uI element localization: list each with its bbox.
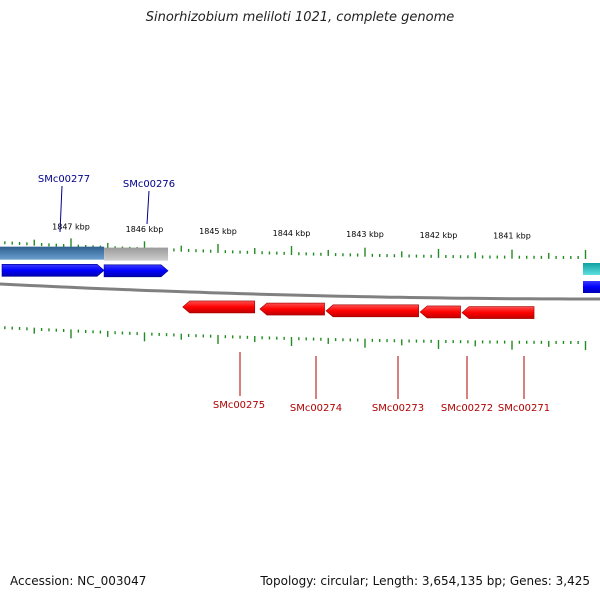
label-leaders <box>59 185 525 399</box>
tick-labels: 1847 kbp 1846 kbp 1845 kbp 1844 kbp 1843 kbp… <box>52 223 531 241</box>
ticks-bottom <box>4 326 587 350</box>
gene-arrow-smc00275[interactable] <box>182 300 256 314</box>
tick-label: 1843 kbp <box>346 230 384 239</box>
gene-label-smc00274[interactable]: SMc00274 <box>290 403 342 414</box>
highlight-bar <box>104 247 169 261</box>
tick-label: 1845 kbp <box>199 227 237 236</box>
gene-label-smc00273[interactable]: SMc00273 <box>372 403 424 414</box>
genome-title: Sinorhizobium meliloti 1021, complete ge… <box>145 10 455 25</box>
gene-label-smc00272[interactable]: SMc00272 <box>441 403 493 414</box>
gene-arrow-smc00276[interactable] <box>103 264 169 278</box>
accession-text: Accession: NC_003047 <box>10 574 147 588</box>
tick-label: 1844 kbp <box>273 229 311 238</box>
edge-feature-blue <box>583 281 600 293</box>
gene-arrow-smc00274[interactable] <box>259 302 325 316</box>
edge-features <box>583 263 600 293</box>
tick-label: 1842 kbp <box>420 231 458 240</box>
gene-labels: SMc00277 SMc00276 SMc00275 SMc00274 SMc00273… <box>38 174 550 414</box>
gene-label-smc00276[interactable]: SMc00276 <box>123 179 175 190</box>
gene-arrow-smc00277[interactable] <box>1 264 105 277</box>
tick-label: 1846 kbp <box>126 225 164 234</box>
gene-label-smc00275[interactable]: SMc00275 <box>213 400 265 411</box>
genome-backbone <box>0 282 600 301</box>
genes <box>1 264 535 319</box>
genome-summary: Topology: circular; Length: 3,654,135 bp… <box>260 574 590 588</box>
tick-label: 1847 kbp <box>52 223 90 232</box>
edge-feature-cyan <box>583 263 600 275</box>
highlight-bars <box>0 246 169 261</box>
highlight-bar <box>0 246 105 260</box>
tick-label: 1841 kbp <box>493 232 531 241</box>
gene-arrow-smc00272[interactable] <box>419 305 461 319</box>
gene-arrow-smc00273[interactable] <box>325 304 419 318</box>
gene-arrow-smc00271[interactable] <box>461 306 535 319</box>
gene-label-smc00271[interactable]: SMc00271 <box>498 403 550 414</box>
gene-label-smc00277[interactable]: SMc00277 <box>38 174 90 185</box>
